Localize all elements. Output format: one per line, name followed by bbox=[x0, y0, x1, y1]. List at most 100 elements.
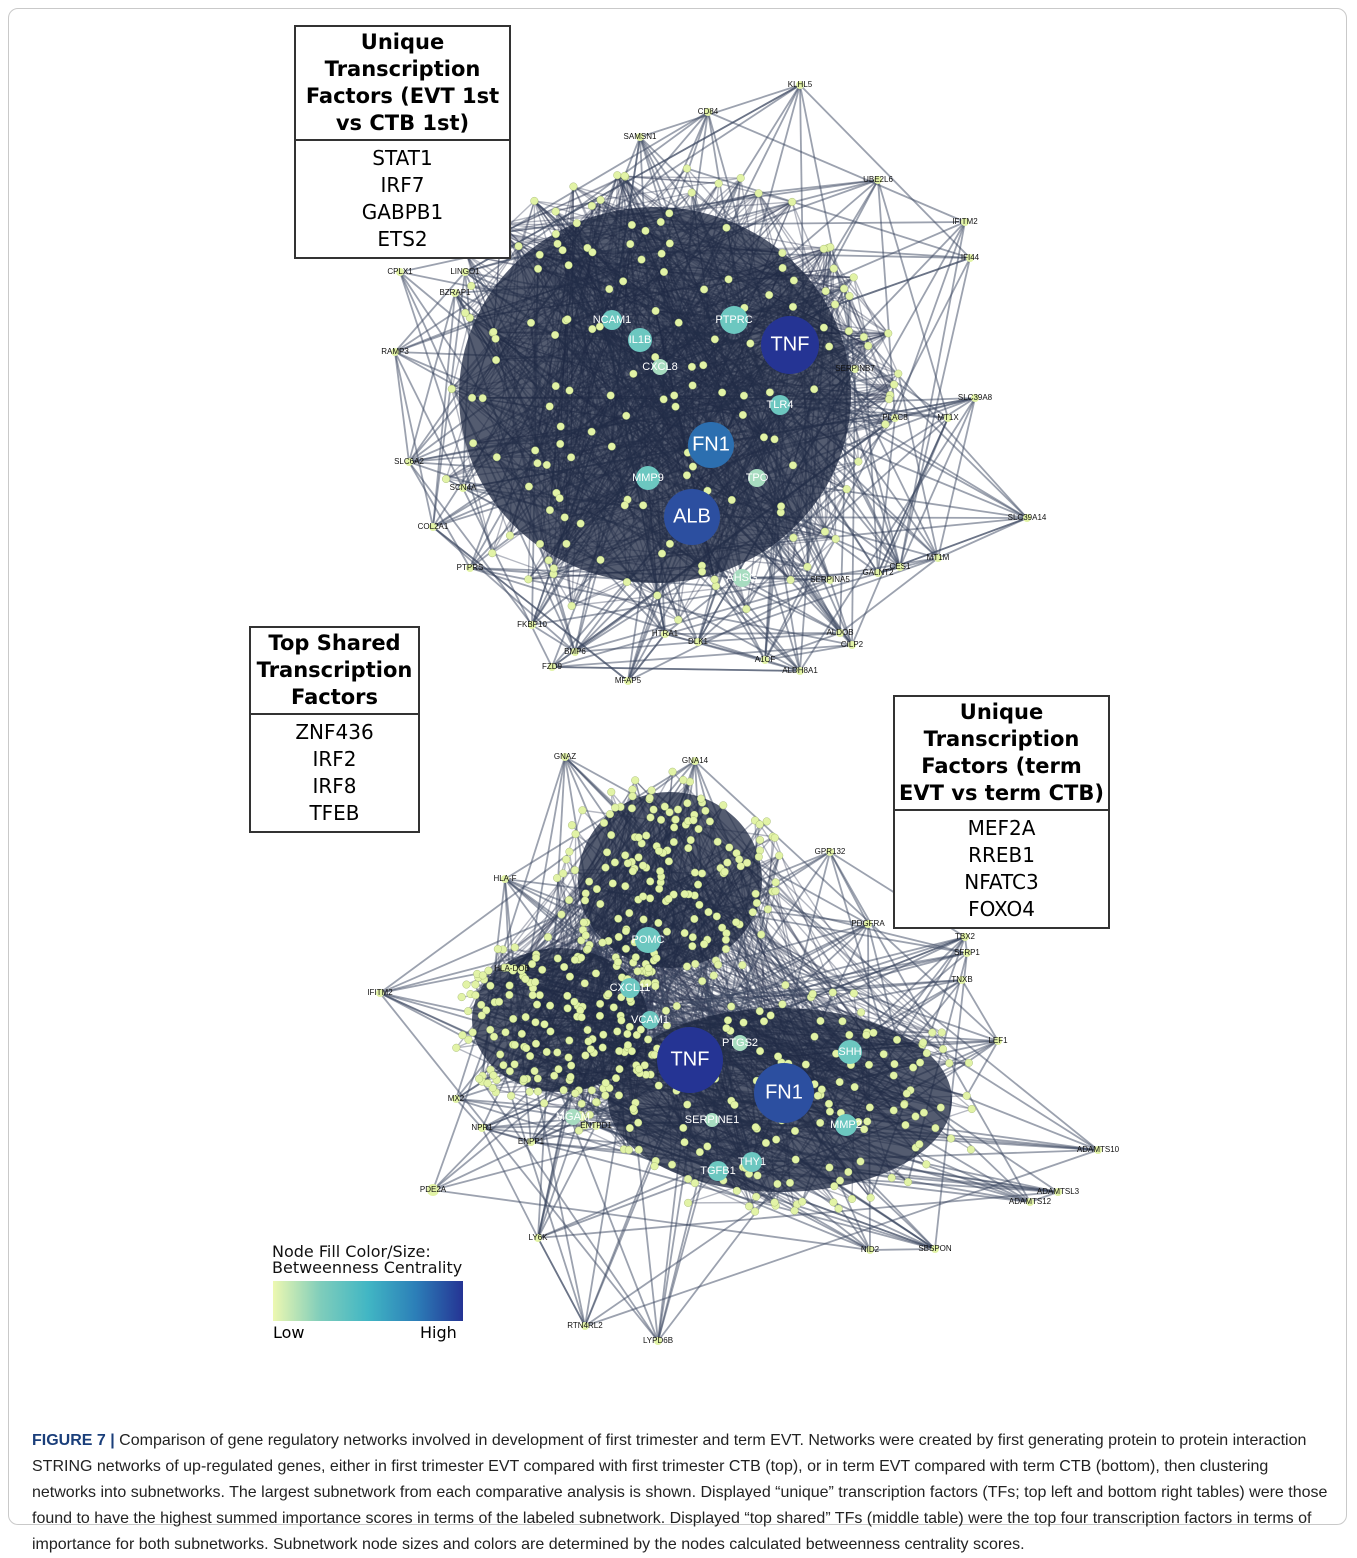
node bbox=[639, 862, 647, 870]
node bbox=[531, 447, 539, 455]
node bbox=[621, 851, 629, 859]
node bbox=[786, 1179, 794, 1187]
node bbox=[939, 1045, 947, 1053]
node bbox=[721, 868, 729, 876]
node bbox=[607, 788, 615, 796]
node bbox=[531, 1067, 539, 1075]
node bbox=[469, 439, 477, 447]
node bbox=[534, 1088, 542, 1096]
node bbox=[552, 208, 560, 216]
node bbox=[452, 1044, 460, 1052]
node bbox=[763, 818, 771, 826]
caption-label: FIGURE 7 | bbox=[32, 1432, 115, 1449]
node bbox=[752, 1193, 760, 1201]
node bbox=[968, 1105, 976, 1113]
node bbox=[568, 821, 576, 829]
node bbox=[522, 1044, 530, 1052]
node-label: COL2A1 bbox=[418, 522, 449, 531]
node bbox=[683, 1101, 691, 1109]
node bbox=[681, 1138, 689, 1146]
node bbox=[571, 866, 579, 874]
node bbox=[740, 1019, 748, 1027]
node-label: ADAMTS12 bbox=[1009, 1197, 1052, 1206]
node bbox=[568, 602, 576, 610]
node bbox=[490, 1033, 498, 1041]
node bbox=[652, 307, 660, 315]
node bbox=[624, 859, 632, 867]
node-label: DLK1 bbox=[688, 637, 709, 646]
node bbox=[490, 1072, 498, 1080]
node bbox=[610, 1004, 618, 1012]
node bbox=[560, 1086, 568, 1094]
node bbox=[536, 251, 544, 259]
node bbox=[723, 1024, 731, 1032]
node bbox=[602, 864, 610, 872]
node bbox=[798, 1198, 806, 1206]
node bbox=[843, 485, 851, 493]
node-label: MX2 bbox=[448, 1094, 465, 1103]
node bbox=[592, 1098, 600, 1106]
node bbox=[831, 301, 839, 309]
node-label: CILP2 bbox=[841, 640, 864, 649]
node bbox=[672, 403, 680, 411]
node bbox=[655, 847, 663, 855]
node bbox=[733, 1187, 741, 1195]
node bbox=[582, 932, 590, 940]
node-label: SERPINA5 bbox=[810, 575, 850, 584]
node bbox=[689, 463, 697, 471]
node bbox=[534, 459, 542, 467]
node bbox=[722, 945, 730, 953]
node bbox=[630, 370, 638, 378]
node bbox=[789, 303, 797, 311]
node bbox=[880, 1050, 888, 1058]
node bbox=[695, 825, 703, 833]
node bbox=[681, 890, 689, 898]
node-label: PDGFRA bbox=[851, 919, 885, 928]
node-label: SCN4A bbox=[450, 483, 477, 492]
node bbox=[580, 919, 588, 927]
node-label: ENPP1 bbox=[518, 1137, 545, 1146]
node-label: TLR4 bbox=[767, 399, 794, 411]
node bbox=[851, 1083, 859, 1091]
node bbox=[484, 1079, 492, 1087]
node bbox=[821, 528, 829, 536]
node bbox=[571, 956, 579, 964]
node bbox=[628, 221, 636, 229]
node bbox=[919, 1039, 927, 1047]
node bbox=[893, 1036, 901, 1044]
node bbox=[686, 778, 694, 786]
node bbox=[490, 328, 498, 336]
node bbox=[747, 340, 755, 348]
node bbox=[850, 274, 858, 282]
node bbox=[826, 1108, 834, 1116]
node bbox=[534, 1075, 542, 1083]
node-label: SFRP1 bbox=[954, 948, 980, 957]
node bbox=[543, 461, 551, 469]
node bbox=[666, 540, 674, 548]
node bbox=[684, 1199, 692, 1207]
node bbox=[525, 483, 533, 491]
node bbox=[608, 443, 616, 451]
node bbox=[597, 556, 605, 564]
node bbox=[655, 919, 663, 927]
node bbox=[596, 1012, 604, 1020]
node bbox=[760, 1017, 768, 1025]
node bbox=[578, 1013, 586, 1021]
node bbox=[771, 1199, 779, 1207]
node bbox=[567, 1073, 575, 1081]
node bbox=[628, 805, 636, 813]
node bbox=[937, 1104, 945, 1112]
table-row: IRF8 bbox=[251, 773, 418, 800]
node bbox=[502, 1028, 510, 1036]
node-label: FZD9 bbox=[542, 662, 563, 671]
node-label: SERPINE1 bbox=[685, 1114, 739, 1126]
node bbox=[865, 1061, 873, 1069]
node bbox=[884, 330, 892, 338]
node-label: RTN4RL2 bbox=[567, 1321, 603, 1330]
node bbox=[566, 387, 574, 395]
node bbox=[566, 1037, 574, 1045]
node bbox=[928, 1029, 936, 1037]
node bbox=[593, 885, 601, 893]
node bbox=[525, 576, 533, 584]
